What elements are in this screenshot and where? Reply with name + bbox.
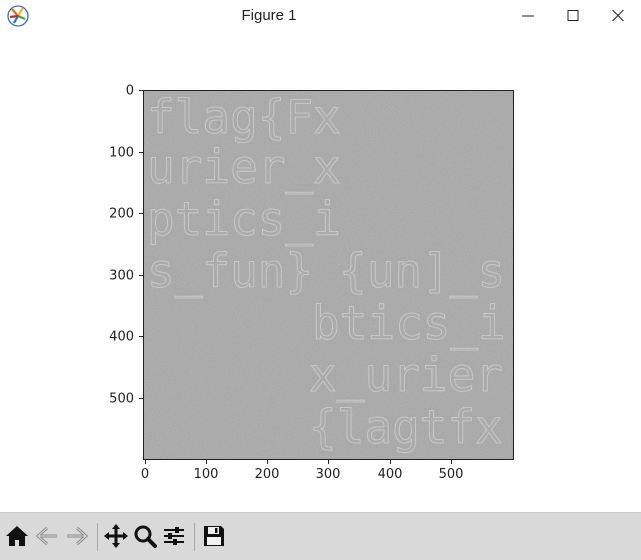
- x-tickmark: [451, 460, 452, 464]
- move-icon: [104, 524, 128, 548]
- noise-image: flag{Fx urier_x ptics_i s_fun} {un]_s bt…: [144, 91, 513, 459]
- navigation-toolbar: [0, 512, 641, 560]
- home-button[interactable]: [4, 522, 30, 550]
- minimize-icon: [522, 15, 534, 17]
- close-button[interactable]: [595, 0, 641, 32]
- x-tickmark: [206, 460, 207, 464]
- y-tick-label: 400: [109, 329, 134, 345]
- x-tick-label: 400: [377, 467, 403, 482]
- window-title: Figure 1: [241, 7, 297, 24]
- y-tick-label: 200: [109, 206, 134, 222]
- zoom-button[interactable]: [132, 522, 158, 550]
- toolbar-separator: [97, 523, 98, 551]
- maximize-icon: [567, 10, 579, 21]
- x-tick-label: 100: [193, 467, 219, 482]
- y-tickmark: [139, 336, 143, 337]
- maximize-button[interactable]: [550, 0, 596, 32]
- back-arrow-icon: [35, 526, 57, 546]
- image-plot[interactable]: flag{Fx urier_x ptics_i s_fun} {un]_s bt…: [143, 90, 514, 460]
- x-tick-label: 0: [140, 467, 150, 482]
- overlay-line-8: {lagtfx: [309, 400, 503, 454]
- title-bar: Figure 1: [0, 0, 641, 32]
- x-tick-label: 200: [254, 467, 280, 482]
- configure-subplots-button[interactable]: [161, 522, 187, 550]
- y-tick-label: 300: [109, 268, 134, 284]
- x-tickmark: [328, 460, 329, 464]
- back-button[interactable]: [34, 522, 60, 550]
- close-icon: [612, 9, 624, 22]
- overlay-line-5: {un]_s: [339, 244, 505, 298]
- x-tickmark: [145, 460, 146, 464]
- x-tick-label: 300: [315, 467, 341, 482]
- save-button[interactable]: [201, 522, 227, 550]
- y-tickmark: [139, 275, 143, 276]
- overlay-line-4: s_fun}: [147, 244, 313, 298]
- y-tickmark: [139, 398, 143, 399]
- x-tickmark: [390, 460, 391, 464]
- forward-button[interactable]: [64, 522, 90, 550]
- pan-button[interactable]: [103, 522, 129, 550]
- home-icon: [6, 526, 28, 546]
- sliders-icon: [164, 527, 184, 545]
- y-tick-label: 0: [125, 83, 134, 99]
- y-tick-label: 500: [109, 391, 134, 407]
- y-tick-label: 100: [109, 145, 134, 161]
- x-tickmark: [267, 460, 268, 464]
- magnifier-icon: [134, 525, 157, 548]
- overlay-line-7: x_urier: [309, 348, 503, 402]
- forward-arrow-icon: [67, 526, 89, 546]
- y-tickmark: [139, 90, 143, 91]
- floppy-disk-icon: [204, 526, 224, 546]
- y-tickmark: [139, 213, 143, 214]
- overlay-line-3: ptics_i: [147, 192, 341, 246]
- overlay-line-2: urier_x: [147, 140, 341, 194]
- minimize-button[interactable]: [505, 0, 551, 32]
- toolbar-separator: [194, 523, 195, 551]
- x-tick-label: 500: [438, 467, 464, 482]
- overlay-line-1: flag{Fx: [147, 91, 341, 144]
- y-tickmark: [139, 152, 143, 153]
- matplotlib-icon: [6, 4, 30, 28]
- overlay-line-6: btics_i: [312, 296, 506, 350]
